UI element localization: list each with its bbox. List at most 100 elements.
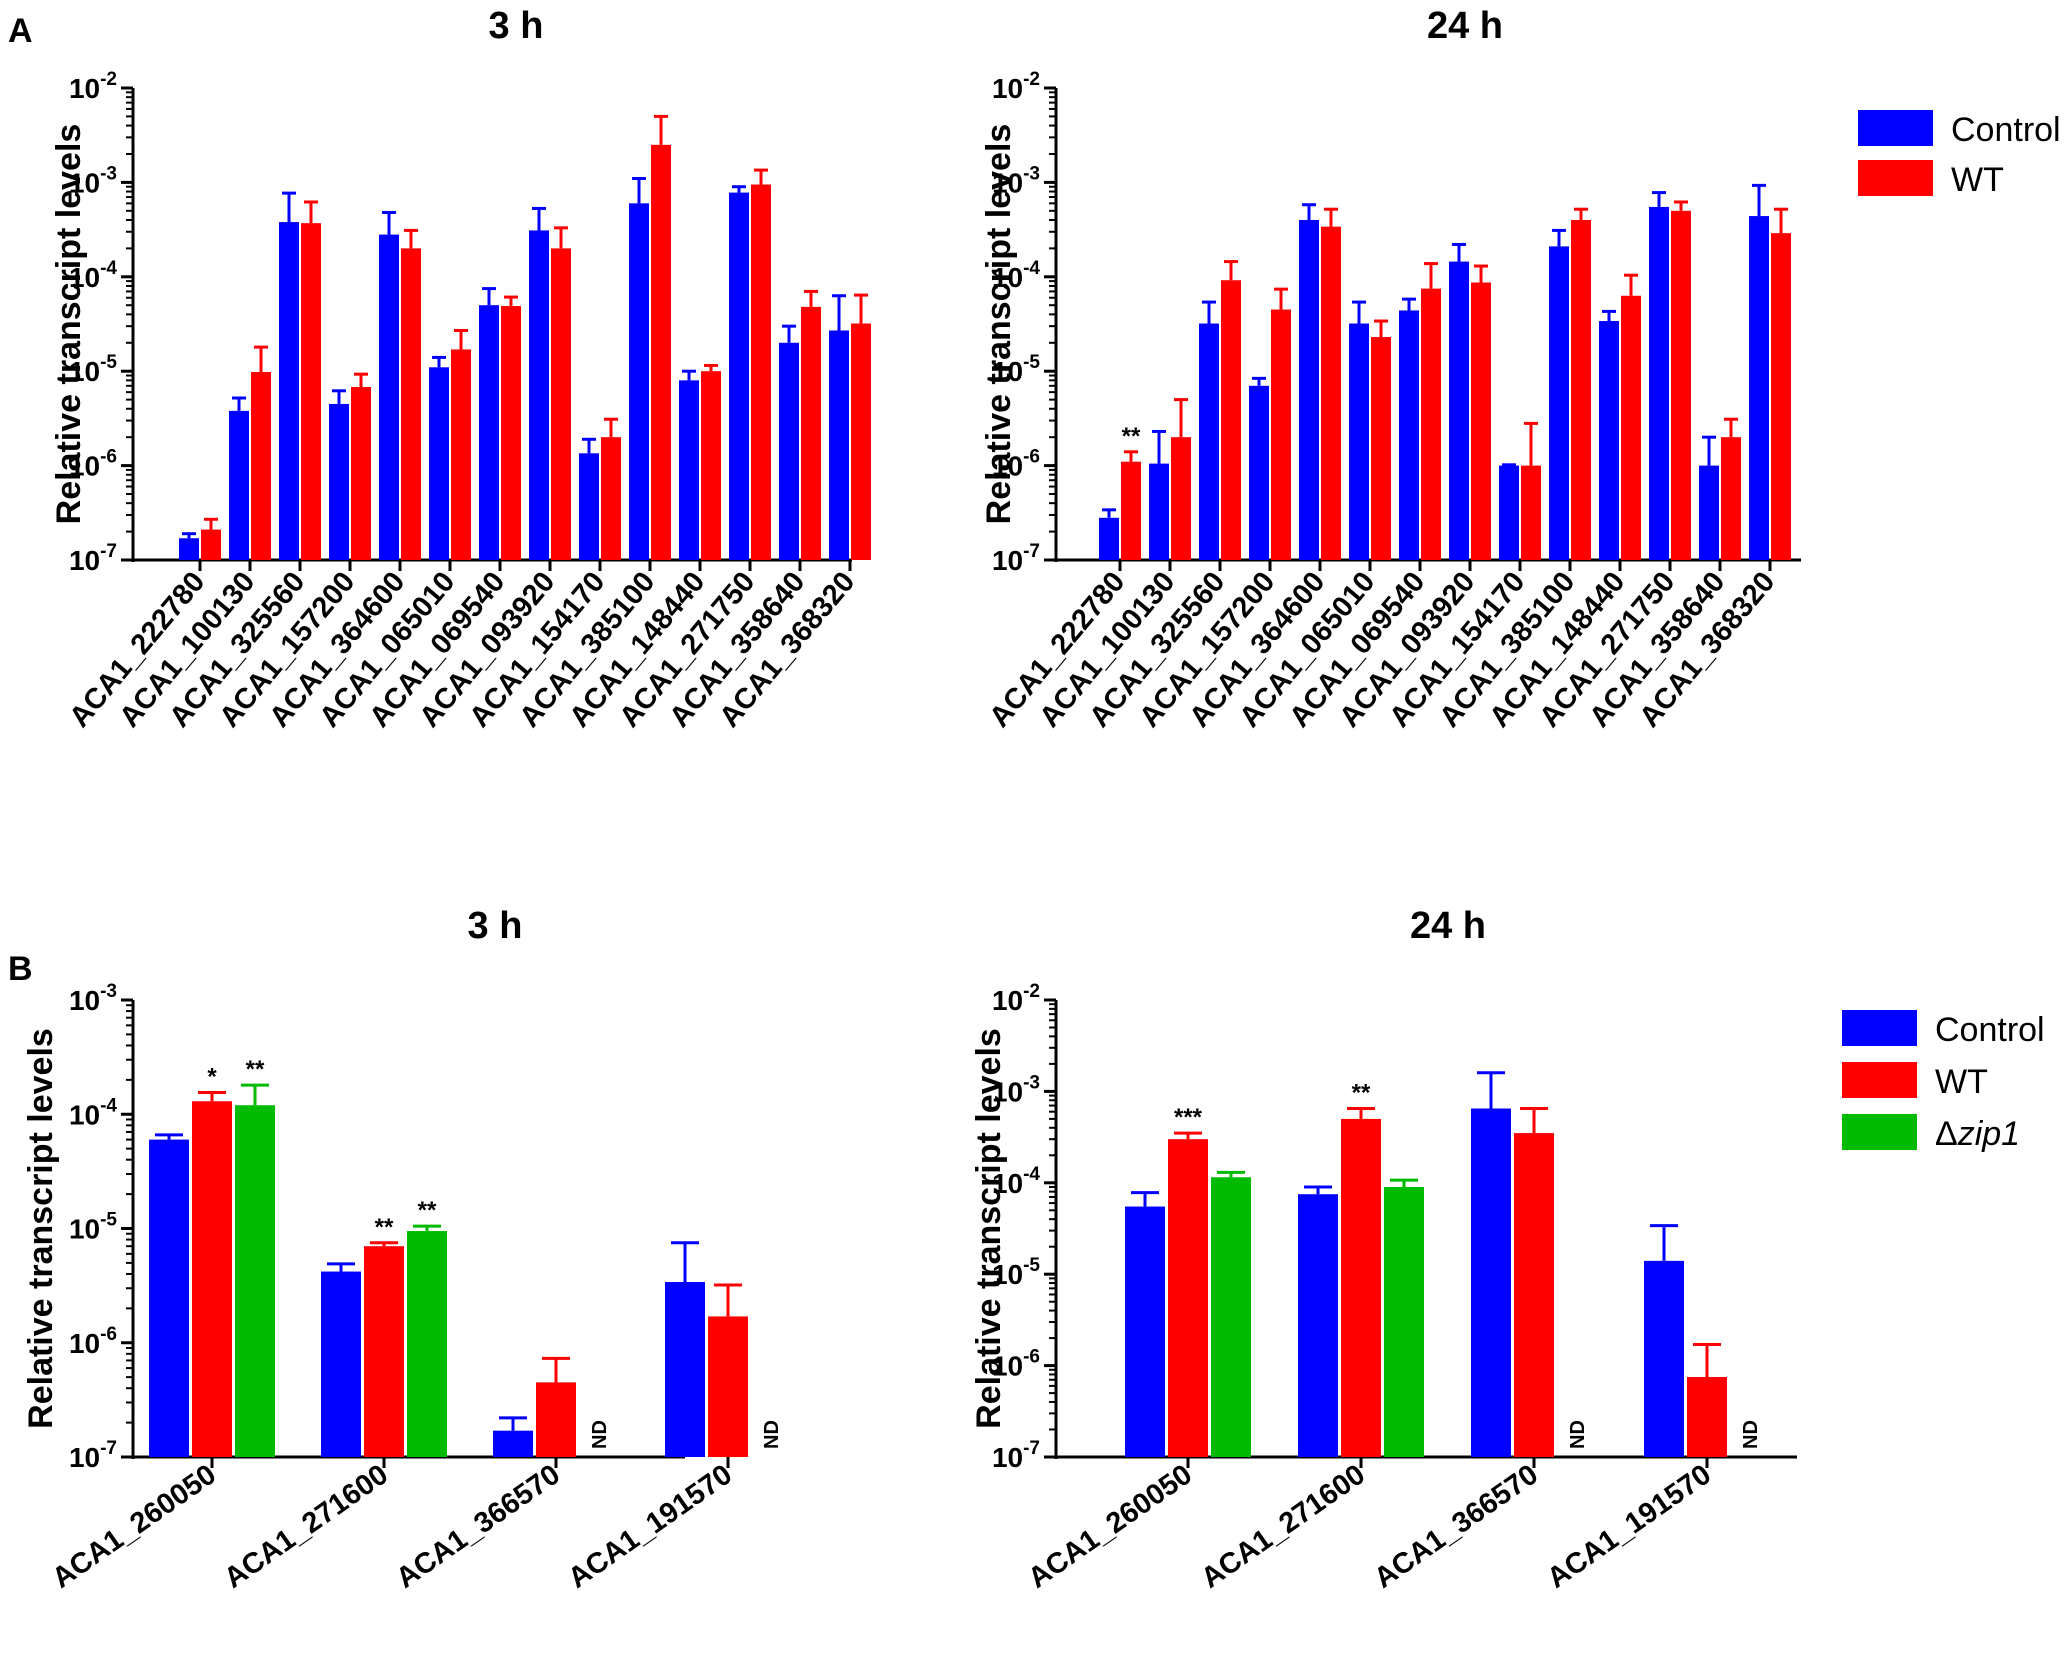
bar-control-aca1-191570 [1644, 1260, 1684, 1457]
bar-control-aca1-157200 [329, 403, 349, 560]
bar-wt-aca1-157200 [351, 387, 371, 560]
bar-zip1-aca1-260050 [1211, 1177, 1251, 1457]
legend-a: Control WT [1858, 110, 2061, 199]
bar-wt-aca1-100130 [1171, 437, 1191, 560]
bar-control-aca1-385100 [629, 203, 649, 560]
y-tick-label: 10-4 [992, 1164, 1040, 1199]
bar-control-aca1-069540 [479, 305, 499, 560]
bar-zip1-aca1-271600 [1384, 1186, 1424, 1457]
y-tick-label: 10-5 [992, 352, 1040, 387]
bar-control-aca1-260050 [149, 1139, 189, 1457]
bar-control-aca1-148440 [1599, 321, 1619, 560]
legend-swatch-zip1 [1842, 1114, 1917, 1150]
bar-control-aca1-157200 [1249, 385, 1269, 560]
y-tick-label: 10-4 [992, 258, 1040, 293]
bar-control-aca1-325560 [1199, 323, 1219, 560]
significance-label: ** [1122, 423, 1141, 450]
bar-wt-aca1-364600 [1321, 226, 1341, 560]
bar-wt-aca1-065010 [1371, 337, 1391, 560]
significance-label: *** [1174, 1104, 1203, 1131]
not-detected-label: ND [1740, 1420, 1762, 1449]
legend-label-zip1: Δzip1 [1935, 1115, 2020, 1153]
legend-label-control: Control [1935, 1011, 2045, 1049]
bar-wt-aca1-154170 [601, 437, 621, 560]
bar-wt-aca1-148440 [701, 371, 721, 560]
bar-control-aca1-271600 [321, 1271, 361, 1457]
x-tick-label: ACA1_191570 [1541, 1459, 1717, 1595]
chart-b-3h: 3 h Relative transcript levels 10-7 10-6 10-… [22, 905, 783, 1595]
x-tick-label: ACA1_271600 [1195, 1459, 1371, 1595]
legend-b: Control WT Δzip1 [1842, 1010, 2045, 1153]
bar-control-aca1-271750 [1649, 206, 1669, 560]
x-tick-label: ACA1_191570 [562, 1459, 738, 1595]
chart-b-24h: 24 h Relative transcript levels 10-7 10-6 10… [970, 905, 1797, 1595]
bar-control-aca1-366570 [1471, 1108, 1511, 1457]
significance-label: ** [246, 1056, 265, 1083]
chart-title: 24 h [1410, 905, 1486, 947]
y-tick-label: 10-2 [69, 69, 117, 104]
significance-label: ** [1352, 1079, 1371, 1106]
bar-control-aca1-366570 [493, 1430, 533, 1457]
bar-control-aca1-154170 [1499, 465, 1519, 560]
bar-control-aca1-368320 [829, 330, 849, 560]
bar-control-aca1-358640 [779, 342, 799, 560]
bar-control-aca1-222780 [179, 538, 199, 560]
not-detected-label: ND [761, 1420, 783, 1449]
bar-wt-aca1-157200 [1271, 309, 1291, 560]
y-tick-label: 10-7 [992, 541, 1040, 576]
x-tick-label: ACA1_366570 [390, 1459, 566, 1595]
bar-wt-aca1-271600 [364, 1246, 404, 1457]
y-tick-label: 10-4 [69, 258, 117, 293]
bar-wt-aca1-385100 [651, 144, 671, 560]
bar-control-aca1-191570 [665, 1282, 705, 1457]
y-tick-label: 10-5 [69, 1210, 117, 1245]
bar-wt-aca1-222780 [1121, 461, 1141, 560]
bar-control-aca1-364600 [379, 234, 399, 560]
y-tick-label: 10-3 [992, 1072, 1040, 1107]
legend-label-control: Control [1951, 111, 2061, 149]
bar-wt-aca1-358640 [801, 306, 821, 560]
bar-control-aca1-069540 [1399, 310, 1419, 560]
bar-wt-aca1-366570 [536, 1382, 576, 1457]
legend-label-wt: WT [1951, 161, 2004, 199]
bar-wt-aca1-093920 [1471, 282, 1491, 560]
y-tick-label: 10-3 [69, 163, 117, 198]
bar-control-aca1-093920 [1449, 261, 1469, 560]
legend-swatch-wt [1842, 1062, 1917, 1098]
bar-control-aca1-093920 [529, 230, 549, 560]
bar-wt-aca1-368320 [1771, 233, 1791, 560]
x-tick-label: ACA1_260050 [1022, 1459, 1198, 1595]
bar-control-aca1-325560 [279, 222, 299, 561]
bar-wt-aca1-271750 [1671, 210, 1691, 560]
bar-wt-aca1-368320 [851, 323, 871, 560]
bar-control-aca1-260050 [1125, 1206, 1165, 1457]
significance-label: ** [418, 1197, 437, 1224]
bar-control-aca1-065010 [1349, 323, 1369, 560]
bar-wt-aca1-191570 [1687, 1377, 1727, 1457]
bar-wt-aca1-154170 [1521, 465, 1541, 560]
bar-wt-aca1-222780 [201, 529, 221, 560]
not-detected-label: ND [589, 1420, 611, 1449]
legend-swatch-wt [1858, 160, 1933, 196]
bar-wt-aca1-271600 [1341, 1118, 1381, 1457]
y-axis-label: Relative transcript levels [970, 1028, 1008, 1429]
bar-control-aca1-358640 [1699, 465, 1719, 560]
y-tick-label: 10-7 [992, 1438, 1040, 1473]
y-tick-label: 10-2 [992, 981, 1040, 1016]
y-tick-label: 10-5 [992, 1255, 1040, 1290]
bar-wt-aca1-358640 [1721, 437, 1741, 560]
y-tick-label: 10-3 [69, 981, 117, 1016]
y-tick-label: 10-3 [992, 163, 1040, 198]
bar-control-aca1-271750 [729, 192, 749, 560]
bar-wt-aca1-271750 [751, 184, 771, 560]
bar-zip1-aca1-271600 [407, 1231, 447, 1457]
bar-control-aca1-368320 [1749, 216, 1769, 561]
bar-wt-aca1-366570 [1514, 1133, 1554, 1457]
bar-wt-aca1-148440 [1621, 295, 1641, 560]
panel-label-a: A [8, 12, 33, 50]
y-tick-label: 10-4 [69, 1095, 117, 1130]
y-tick-label: 10-6 [992, 447, 1040, 482]
x-tick-label: ACA1_271600 [218, 1459, 394, 1595]
bar-control-aca1-385100 [1549, 246, 1569, 560]
